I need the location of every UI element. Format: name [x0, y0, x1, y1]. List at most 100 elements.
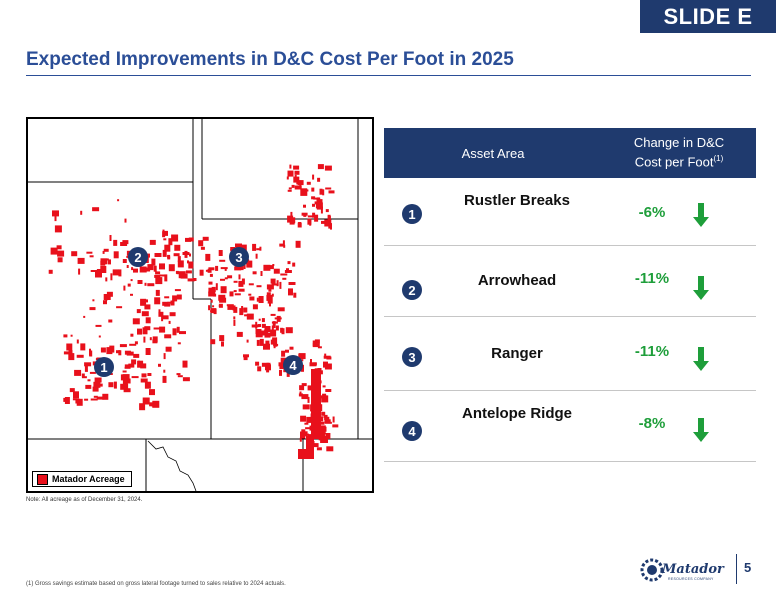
acreage-block — [243, 265, 246, 269]
acreage-block — [106, 347, 113, 355]
acreage-block — [246, 260, 253, 268]
acreage-block — [57, 250, 65, 257]
acreage-block — [176, 326, 180, 333]
acreage-block — [272, 321, 276, 329]
acreage-block — [84, 398, 89, 401]
acreage-block — [141, 373, 147, 378]
acreage-block — [233, 290, 237, 293]
acreage-block — [174, 289, 181, 292]
acreage-block — [218, 296, 223, 300]
row-change-value: -11% — [634, 270, 670, 287]
acreage-block — [73, 391, 79, 399]
acreage-block — [220, 267, 228, 270]
acreage-block — [307, 385, 313, 391]
acreage-block — [155, 289, 160, 296]
acreage-block — [281, 328, 285, 335]
logo-wordmark: Matador — [662, 562, 724, 577]
map-legend: Matador Acreage — [32, 471, 132, 487]
acreage-block — [298, 393, 303, 397]
acreage-block — [124, 364, 132, 368]
acreage-block — [89, 371, 96, 374]
acreage-block — [199, 269, 204, 276]
acreage-block — [139, 403, 146, 411]
acreage-block — [307, 215, 315, 218]
map-marker-arrowhead: 2 — [128, 247, 148, 267]
acreage-block — [246, 313, 254, 320]
acreage-block — [241, 306, 244, 310]
acreage-block — [300, 415, 307, 422]
acreage-block — [279, 243, 284, 247]
acreage-block — [332, 416, 335, 423]
acreage-block — [110, 273, 113, 281]
acreage-block — [187, 260, 189, 264]
acreage-block — [54, 225, 62, 233]
acreage-block — [93, 381, 101, 388]
acreage-block — [198, 240, 204, 247]
acreage-block — [100, 260, 106, 266]
acreage-block — [90, 398, 98, 401]
acreage-block — [210, 308, 217, 314]
acreage-block — [170, 300, 175, 306]
acreage-block — [255, 361, 260, 366]
acreage-block — [286, 176, 289, 180]
acreage-block — [248, 293, 252, 296]
acreage-block — [287, 170, 294, 177]
acreage-block — [259, 330, 267, 336]
acreage-block — [68, 353, 75, 361]
acreage-block — [258, 296, 264, 303]
acreage-block — [172, 328, 177, 336]
acreage-block — [171, 234, 179, 242]
acreage-block — [324, 165, 332, 171]
acreage-block — [122, 240, 129, 245]
acreage-block — [266, 369, 270, 373]
acreage-block — [292, 262, 296, 267]
acreage-block — [164, 303, 171, 307]
acreage-block — [85, 384, 92, 389]
acreage-block — [255, 329, 262, 334]
acreage-block — [277, 307, 285, 312]
acreage-block — [180, 273, 188, 279]
acreage-block — [76, 339, 79, 344]
acreage-block — [321, 220, 327, 224]
acreage-block — [303, 204, 306, 208]
acreage-block — [70, 334, 73, 337]
map-marker-antelope-ridge: 4 — [283, 355, 303, 375]
acreage-block — [320, 434, 324, 439]
acreage-block — [126, 255, 129, 258]
acreage-block — [325, 209, 329, 213]
acreage-block — [129, 343, 137, 346]
acreage-block — [314, 214, 319, 222]
acreage-block — [297, 222, 302, 228]
acreage-block — [326, 416, 330, 423]
acreage-block — [234, 266, 242, 271]
acreage-block — [185, 237, 191, 242]
header-change-label: Change in D&C Cost per Foot — [633, 135, 725, 170]
acreage-block — [95, 270, 102, 278]
acreage-block — [131, 267, 134, 271]
acreage-block — [301, 364, 304, 372]
acreage-block — [239, 308, 244, 316]
acreage-block — [182, 360, 188, 368]
acreage-block — [113, 381, 117, 389]
acreage-block — [113, 251, 119, 259]
acreage-block — [179, 331, 186, 335]
acreage-block — [177, 375, 183, 378]
table-row: 4 Antelope Ridge -8% — [384, 391, 756, 462]
acreage-block — [307, 396, 310, 403]
acreage-block — [172, 295, 178, 302]
legend-label: Matador Acreage — [52, 474, 125, 484]
acreage-block — [71, 251, 78, 257]
acreage-block — [316, 447, 322, 451]
acreage-block — [165, 346, 172, 352]
acreage-block — [215, 283, 218, 291]
acreage-block — [266, 284, 274, 290]
acreage-block — [63, 351, 70, 355]
acreage-block — [100, 347, 106, 353]
acreage-block — [137, 328, 142, 335]
acreage-block — [72, 398, 77, 401]
acreage-block — [219, 259, 226, 262]
acreage-block — [322, 393, 327, 399]
acreage-block — [94, 377, 102, 383]
acreage-block — [294, 170, 300, 175]
acreage-block — [270, 278, 276, 284]
